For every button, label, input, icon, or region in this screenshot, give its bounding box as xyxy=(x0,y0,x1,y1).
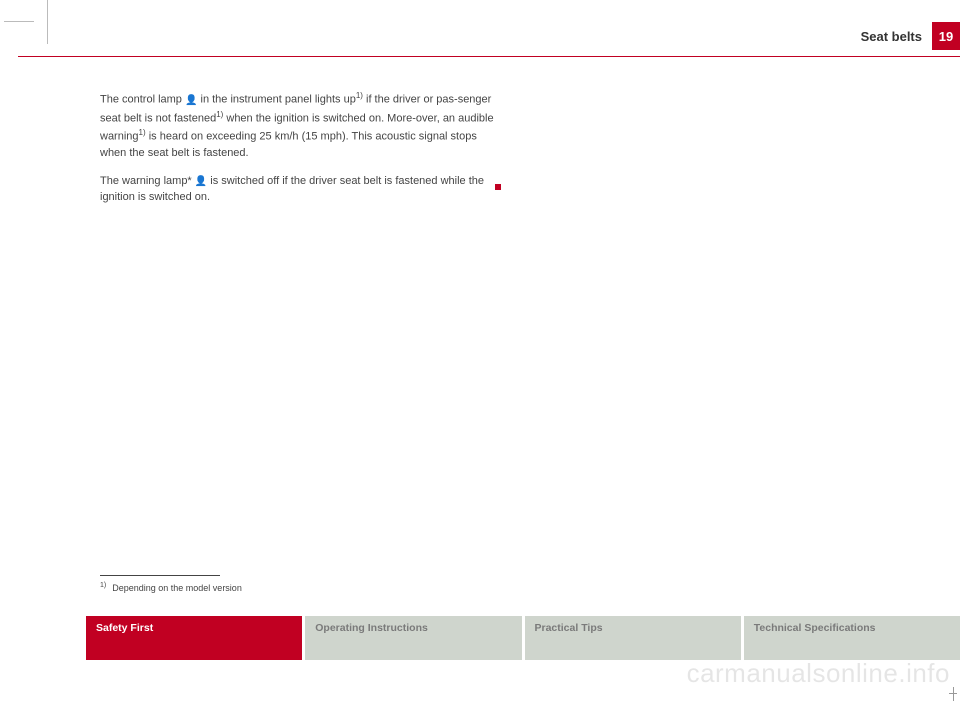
page-number: 19 xyxy=(932,22,960,50)
paragraph-1: The control lamp 👤 in the instrument pan… xyxy=(100,90,500,162)
tab-operating-instructions[interactable]: Operating Instructions xyxy=(305,616,521,660)
paragraph-2: The warning lamp* 👤 is switched off if t… xyxy=(100,174,500,206)
tab-safety-first[interactable]: Safety First xyxy=(86,616,302,660)
body-text: The control lamp 👤 in the instrument pan… xyxy=(100,90,500,218)
corner-decoration xyxy=(0,0,48,44)
footnote-marker: 1) xyxy=(100,582,106,589)
corner-box-top xyxy=(4,0,34,22)
corner-box-bottom xyxy=(4,22,48,44)
footnote-rule xyxy=(100,575,220,576)
watermark: carmanualsonline.info xyxy=(687,658,950,689)
crop-mark xyxy=(940,687,954,701)
footer-tabs: Safety First Operating Instructions Prac… xyxy=(86,616,960,660)
page-header: Seat belts 19 xyxy=(861,22,960,50)
end-of-section-mark xyxy=(495,184,501,190)
header-rule xyxy=(18,56,960,57)
footnote-ref: 1) xyxy=(139,128,146,137)
footnote: 1) Depending on the model version xyxy=(100,582,242,593)
footnote-text: Depending on the model version xyxy=(112,583,242,593)
seatbelt-icon: 👤 xyxy=(185,94,197,109)
section-title: Seat belts xyxy=(861,29,922,44)
page: Seat belts 19 The control lamp 👤 in the … xyxy=(0,0,960,701)
seatbelt-icon: 👤 xyxy=(195,175,207,190)
footnote-ref: 1) xyxy=(356,91,363,100)
tab-practical-tips[interactable]: Practical Tips xyxy=(525,616,741,660)
tab-technical-specifications[interactable]: Technical Specifications xyxy=(744,616,960,660)
